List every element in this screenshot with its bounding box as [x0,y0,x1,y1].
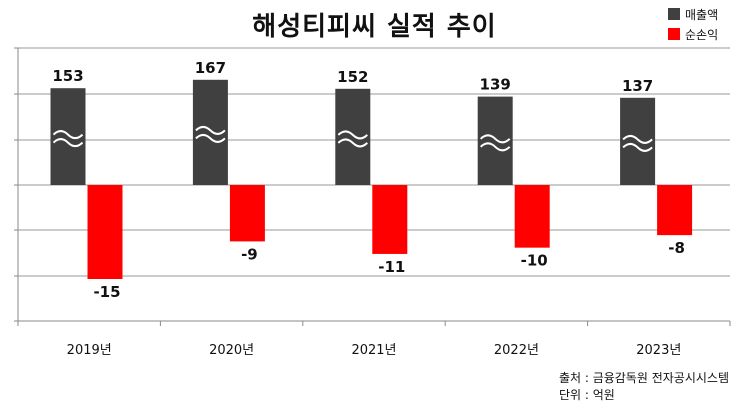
legend-label-net: 순손익 [685,27,719,42]
axis-break-2022년-1 [480,142,511,152]
data-label-net-2022년: -10 [521,252,548,270]
legend-item-sales: 매출액 [668,4,718,24]
data-label-net-2020년: -9 [241,245,258,263]
data-label-sales-2023년: 137 [622,77,653,95]
x-tick-label-2022년: 2022년 [494,343,539,358]
bar-net-2022년 [514,185,550,248]
bar-net-2019년 [87,185,123,279]
axis-break-2021년-1 [337,138,368,148]
x-tick-label-2020년: 2020년 [209,343,254,358]
bar-net-2023년 [657,185,693,236]
axis-break-2019년-0 [52,130,84,140]
data-label-sales-2019년: 153 [52,67,83,85]
axis-break-2021년-0 [337,130,368,140]
bar-net-2021년 [372,185,408,254]
axis-break-2023년-1 [622,142,653,152]
axis-break-2022년-0 [480,134,511,144]
axis-break-2023년-0 [622,134,653,144]
unit-text: 단위 : 억원 [558,388,615,402]
legend-item-net: 순손익 [668,24,718,44]
data-label-net-2023년: -8 [668,239,685,257]
legend-swatch-net [668,28,680,40]
x-tick-label-2019년: 2019년 [67,343,112,358]
data-label-net-2021년: -11 [378,258,405,276]
x-tick-label-2021년: 2021년 [351,343,396,358]
axis-break-2020년-0 [195,125,226,135]
legend-swatch-sales [668,8,680,20]
source-block: 출처 : 금융감독원 전자공시시스템 단위 : 억원 [559,370,729,404]
source-text: 출처 : 금융감독원 전자공시시스템 [558,371,729,385]
data-label-sales-2022년: 139 [480,76,511,94]
bar-net-2020년 [229,185,265,242]
data-label-net-2019년: -15 [93,283,120,301]
chart-title: 해성티피씨 실적 추이 [252,12,497,42]
legend: 매출액 순손익 [668,4,718,44]
x-tick-label-2023년: 2023년 [636,343,681,358]
legend-label-sales: 매출액 [685,7,719,22]
axis-break-2020년-1 [195,133,226,143]
data-label-sales-2021년: 152 [337,68,368,86]
data-label-sales-2020년: 167 [195,59,226,77]
axis-break-2019년-1 [52,138,84,148]
